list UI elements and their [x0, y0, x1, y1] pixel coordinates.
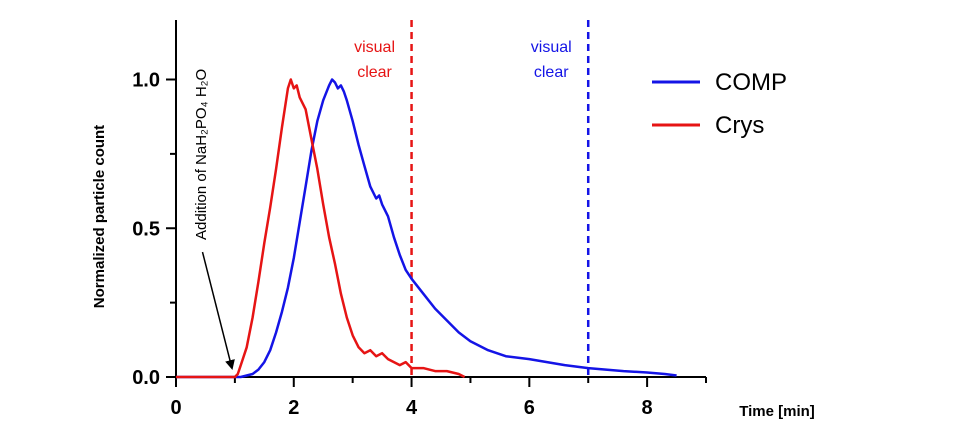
visual-clear-label: visual	[531, 39, 572, 56]
vertical-marker-lines: visual clear visual clear	[354, 20, 590, 377]
annotation-arrow	[201, 251, 235, 371]
annotation-text: Addition of NaH₂PO₄ H₂O	[193, 69, 210, 240]
visual-clear-label: clear	[534, 64, 569, 81]
x-tick-label: 2	[288, 397, 299, 419]
x-tick-label: 6	[524, 397, 535, 419]
axes: 0 2 4 6 8 0.0 0.5 1.0 Time [min] Normalized parti…	[91, 20, 815, 420]
series-line-crys	[176, 78, 466, 379]
y-tick-label: 0.5	[132, 218, 160, 240]
x-axis-title: Time [min]	[739, 403, 815, 420]
visual-clear-label: visual	[354, 39, 395, 56]
x-tick-label: 4	[406, 397, 418, 419]
y-tick-label: 0.0	[132, 367, 160, 389]
annotation: Addition of NaH₂PO₄ H₂O	[193, 69, 235, 371]
series-line-comp	[176, 78, 677, 379]
x-tick-label: 8	[642, 397, 653, 419]
visual-clear-label: clear	[357, 64, 392, 81]
legend: COMP Crys	[652, 69, 787, 139]
legend-label-crys: Crys	[715, 112, 764, 139]
y-tick-label: 1.0	[132, 70, 160, 92]
legend-label-comp: COMP	[715, 69, 787, 96]
y-axis-title: Normalized particle count	[91, 125, 108, 308]
series-lines	[176, 78, 677, 379]
x-tick-label: 0	[170, 397, 181, 419]
